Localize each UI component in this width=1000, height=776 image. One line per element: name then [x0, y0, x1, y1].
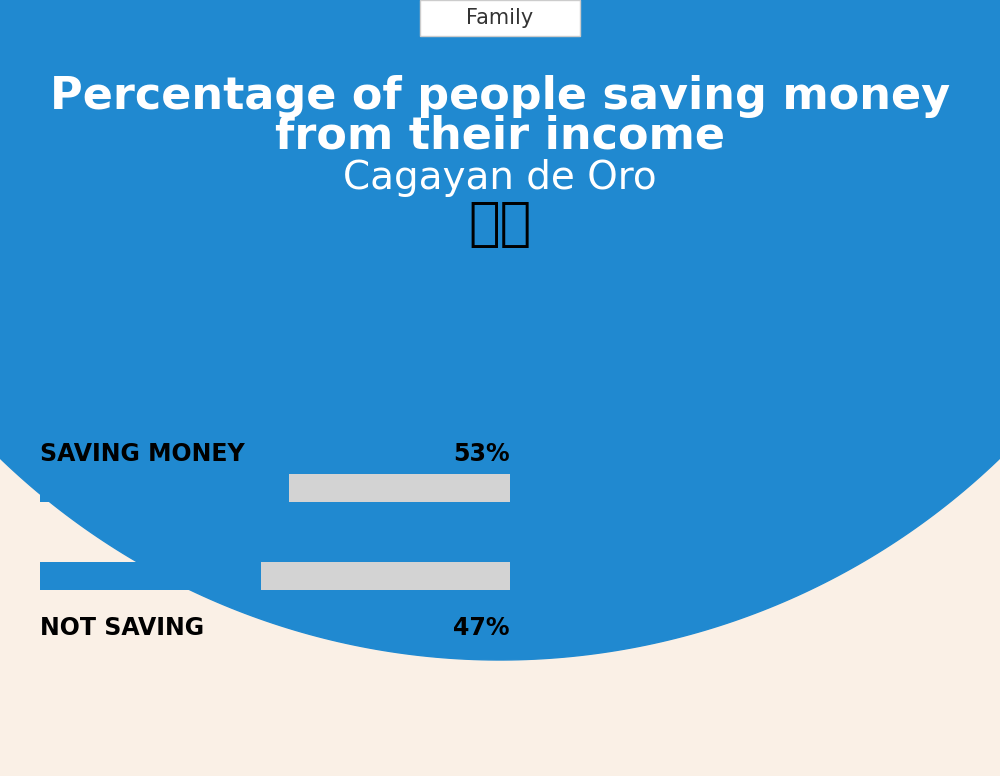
Text: 53%: 53% [453, 442, 510, 466]
Bar [40, 562, 261, 590]
Text: Cagayan de Oro: Cagayan de Oro [343, 159, 657, 197]
Polygon shape [0, 0, 1000, 660]
Text: 47%: 47% [454, 616, 510, 640]
Text: SAVING MONEY: SAVING MONEY [40, 442, 245, 466]
Text: from their income: from their income [275, 115, 725, 158]
Text: Family: Family [466, 8, 534, 28]
Text: Percentage of people saving money: Percentage of people saving money [50, 74, 950, 117]
Bar [40, 474, 510, 502]
Bar [40, 474, 289, 502]
Text: NOT SAVING: NOT SAVING [40, 616, 204, 640]
Text: 🇵🇭: 🇵🇭 [468, 198, 532, 250]
FancyBboxPatch shape [420, 0, 580, 36]
Bar [40, 562, 510, 590]
